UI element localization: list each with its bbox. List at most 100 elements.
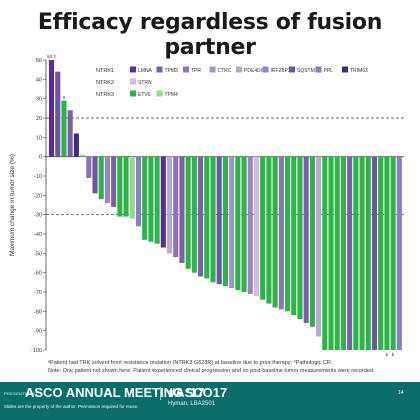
bar [198,156,204,277]
bar [396,156,402,350]
bar [167,156,173,254]
bar [340,156,346,350]
y-tick-label: 50 [36,58,42,64]
bar [291,156,297,316]
bar-label: 50.2 [47,54,56,59]
legend-swatch [130,90,136,97]
presenter: Hyman, LBA2501 [168,401,216,407]
bar [129,156,135,219]
banner-divider [160,387,161,400]
legend-partner-label: PDE4DIP [244,68,266,74]
page-title: Efficacy regardless of fusion partner [37,10,383,60]
legend-partner-label: ETV6 [138,92,151,98]
bar [111,156,117,207]
page-number: 14 [398,390,404,396]
legend-swatch [183,66,189,73]
footnote-1: ᵃPatient had TRK solvent front resistanc… [48,360,331,366]
presented-at-label: PRESENTED AT: [4,391,39,396]
bar-label: b [392,352,395,357]
legend-partner-label: IRF2BP2 [271,68,292,74]
bar [61,100,67,157]
legend-swatch [342,66,348,73]
bar [328,156,334,350]
bar [272,156,278,308]
y-tick-label: -10 [34,174,42,180]
legend-gene-label: NTRK1 [96,68,114,74]
legend-swatch [130,66,136,73]
y-tick-label: 0 [39,155,42,161]
legend-partner-label: TPM3 [165,68,179,74]
bar [148,156,154,242]
legend-swatch [289,66,295,73]
bar [334,156,340,350]
y-tick-label: 10 [36,135,42,141]
legend-swatch [156,90,163,97]
bar [160,156,166,248]
bar [253,156,260,296]
legend-partner-label: TPM4 [165,92,179,98]
bars: 50.2 a b b [47,54,402,357]
bar [378,156,384,350]
hashtag: #ASCO17 [168,385,228,400]
bar [185,156,191,269]
bar [235,156,241,291]
bar [371,156,378,350]
bar [135,156,142,227]
bar [365,156,371,350]
bar [98,156,104,200]
legend-swatch [209,66,216,73]
bar [173,156,179,258]
legend-gene-label: NTRK3 [96,92,114,98]
y-tick-label: -80 [34,309,42,315]
legend-swatch [130,78,136,85]
y-tick-label: 20 [36,116,42,122]
bar [347,156,353,350]
legend: NTRK1 LMNA TPM3 TPR CTRC PDE4DIP IRF2BP2 SQSTM1… [96,66,368,98]
bar [104,156,110,204]
bar [278,156,284,310]
bar [55,71,61,157]
bar [285,156,291,312]
bar [67,110,73,157]
legend-partner-label: SQSTM1 [297,68,318,74]
bar [384,156,390,350]
legend-partner-label: PPL [324,68,334,74]
y-tick-label: -50 [34,251,42,257]
bar [297,156,303,320]
legend-swatch [315,66,322,73]
bar [210,156,216,283]
conference-banner: PRESENTED AT: ASCO ANNUAL MEETING '17 #A… [0,382,420,420]
legend-partner-label: TRIM63 [350,68,368,74]
bar [204,156,210,279]
bar [80,154,86,157]
legend-partner-label: TPR [191,68,201,74]
bar [316,156,322,337]
bar [179,156,185,263]
y-tick-label: -100 [31,348,42,354]
y-tick-label: 30 [36,97,42,103]
bar [390,156,396,350]
legend-swatch [262,66,269,73]
bar [266,156,272,304]
bar-label: a [63,95,66,100]
legend-partner-label: LMNA [138,68,153,74]
bar [191,156,197,273]
bar [216,156,222,285]
bar [303,156,309,323]
y-tick-label: -30 [34,213,42,219]
bar [86,156,92,178]
legend-partner-label: CTRC [218,68,232,74]
legend-gene-label: NTRK2 [96,80,114,86]
meeting-name: ASCO ANNUAL MEETING '17 [25,385,205,400]
slides-note: Slides are the property of the author. P… [4,404,139,409]
bar [49,60,55,157]
legend-partner-label: STRN [138,80,152,86]
bar [353,156,359,350]
y-tick-label: 40 [36,77,42,83]
bar [73,133,79,157]
bar [92,156,98,194]
bar [117,156,123,217]
bar [247,156,253,294]
bar [154,156,160,244]
